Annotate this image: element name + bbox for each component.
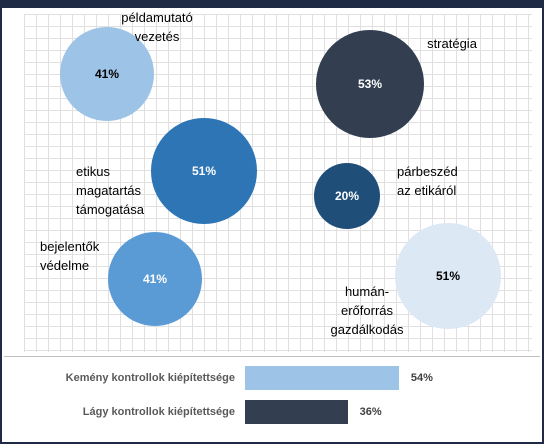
bar-value-label: 36% [359, 406, 382, 418]
bar [245, 400, 348, 424]
bubble: 41% [59, 26, 155, 122]
bubble-value-label: 51% [435, 268, 460, 283]
bar-label: Lágy kontrollok kiépítettsége [82, 406, 235, 418]
bubble-value-label: 53% [357, 76, 382, 91]
bubble: 41% [107, 231, 203, 327]
bubble: 53% [316, 30, 424, 138]
bar-value-label: 54% [410, 372, 433, 384]
bubble-label: párbeszéd az etikáról [397, 164, 458, 198]
bubble-value-label: 41% [94, 66, 119, 81]
separator [4, 356, 540, 357]
bubble: 51% [151, 118, 257, 224]
bubble: 51% [395, 223, 501, 329]
bubble-value-label: 20% [334, 188, 359, 203]
bubble-label: etikus magatartás támogatása [76, 164, 144, 217]
bubble-label: stratégia [427, 36, 477, 51]
bubble-label: példamutató vezetés [121, 10, 193, 44]
bar [245, 366, 399, 390]
bubble-value-label: 51% [191, 163, 216, 178]
bubble-value-label: 41% [142, 271, 167, 286]
bubble-label: humán- erőforrás gazdálkodás [330, 284, 404, 337]
bubble-label: bejelentők védelme [40, 239, 100, 273]
bar-label: Kemény kontrollok kiépítettsége [65, 372, 235, 384]
bubble: 20% [313, 162, 381, 230]
